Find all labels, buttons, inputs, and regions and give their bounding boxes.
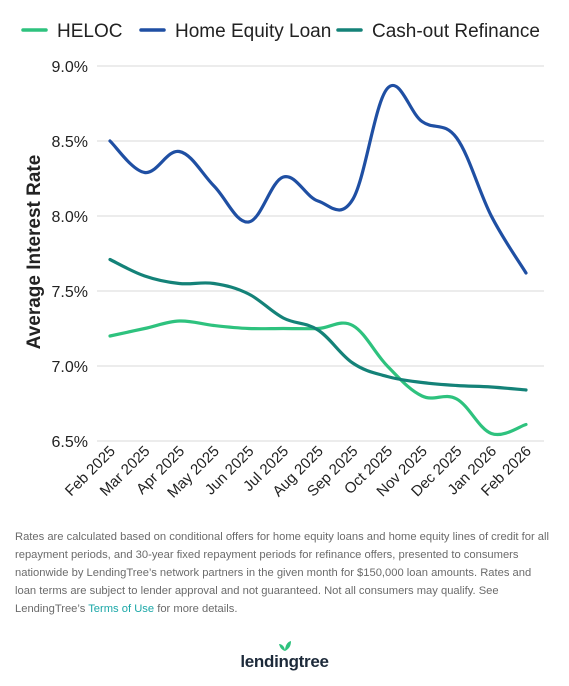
- legend-label-home-equity-loan: Home Equity Loan: [175, 21, 331, 42]
- gridlines: [97, 65, 544, 442]
- y-tick-label: 8.0%: [52, 209, 88, 226]
- y-tick-label: 6.5%: [52, 434, 88, 451]
- footnote-text: Rates are calculated based on conditiona…: [15, 531, 550, 615]
- series-line-cash-out-refinance: [108, 257, 528, 392]
- series-lines: [108, 84, 528, 437]
- y-tick-label: 8.5%: [52, 134, 88, 151]
- y-axis-label: Average Interest Rate: [24, 155, 45, 350]
- legend-label-cash-out-refinance: Cash-out Refinance: [372, 21, 540, 42]
- footnote-text-end: for more details.: [154, 603, 238, 615]
- lendingtree-logo[interactable]: lendingtree: [0, 640, 569, 672]
- line-chart: HELOC Home Equity Loan Cash-out Refinance …: [21, 21, 544, 502]
- legend: HELOC Home Equity Loan Cash-out Refinance: [21, 21, 540, 42]
- y-axis-ticks: 6.5% 7.0% 7.5% 8.0% 8.5% 9.0%: [52, 59, 88, 451]
- series-line-home-equity-loan: [108, 84, 528, 275]
- y-tick-label: 9.0%: [52, 59, 88, 76]
- logo-text: lendingtree: [240, 652, 329, 671]
- legend-label-heloc: HELOC: [57, 21, 122, 42]
- terms-of-use-link[interactable]: Terms of Use: [88, 603, 155, 615]
- series-line-heloc: [108, 319, 528, 437]
- y-tick-label: 7.5%: [52, 284, 88, 301]
- y-tick-label: 7.0%: [52, 359, 88, 376]
- footnote: Rates are calculated based on conditiona…: [15, 528, 555, 618]
- leaf-icon: [278, 641, 291, 651]
